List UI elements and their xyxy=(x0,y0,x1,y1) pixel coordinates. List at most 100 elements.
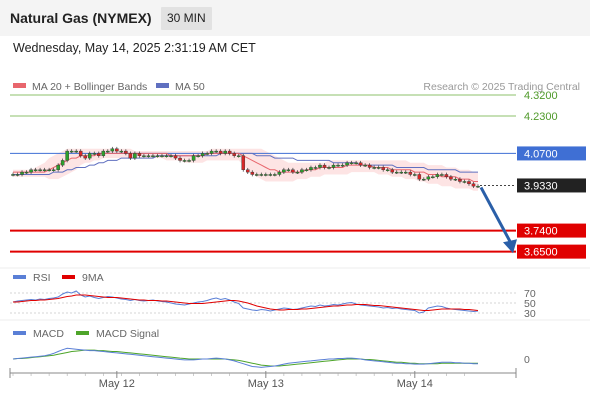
candle-body xyxy=(245,169,250,173)
candle-body xyxy=(322,164,327,168)
candle-body xyxy=(453,178,458,181)
candle-body xyxy=(115,148,119,152)
candle-body xyxy=(187,160,191,162)
candle-body xyxy=(96,153,101,156)
support-label: 3.6500 xyxy=(524,247,558,259)
instrument-title: Natural Gas (NYMEX) xyxy=(10,10,152,26)
candle-body xyxy=(376,167,381,169)
legend-label: MA 20 + Bollinger Bands xyxy=(32,81,147,93)
candle-body xyxy=(11,174,15,176)
candle-body xyxy=(286,169,291,171)
price-legend: MA 20 + Bollinger Bands MA 50 xyxy=(13,81,205,93)
candle-body xyxy=(60,160,65,166)
price-levels: 4.3200 4.2300 4.0700 3.9330 3.7400 3.6500 xyxy=(10,90,586,259)
macd-legend: MACD MACD Signal xyxy=(13,328,159,340)
candle-body xyxy=(200,153,205,156)
support-label: 3.7400 xyxy=(524,226,558,238)
candle-body xyxy=(51,169,56,171)
candle-body xyxy=(449,176,453,180)
candle-body xyxy=(133,153,137,159)
candle-body xyxy=(385,169,390,171)
candle-body xyxy=(33,169,38,171)
candle-body xyxy=(223,150,227,154)
projection-arrowhead xyxy=(503,239,517,254)
candle-body xyxy=(304,169,309,171)
candle-body xyxy=(69,150,74,153)
current-price-tag xyxy=(517,178,586,193)
legend-label: MACD Signal xyxy=(96,328,159,340)
candle-body xyxy=(236,155,241,157)
candle-body xyxy=(422,178,426,181)
candle-body xyxy=(178,157,182,161)
current-price-label: 3.9330 xyxy=(524,180,558,192)
ma50-line xyxy=(13,152,478,175)
candle-body xyxy=(232,153,236,156)
candle-body xyxy=(435,174,440,178)
candle-body xyxy=(155,155,160,157)
candle-body xyxy=(408,171,413,175)
candle-body xyxy=(291,169,295,173)
candle-body xyxy=(273,174,277,176)
candle-body xyxy=(20,171,24,175)
pivot-tag xyxy=(517,146,586,161)
candle-body xyxy=(218,150,223,154)
pivot-label: 4.0700 xyxy=(524,148,558,160)
candle-body xyxy=(101,150,106,156)
candle-body xyxy=(318,164,322,168)
x-tick-label: May 12 xyxy=(99,378,135,390)
candle-body xyxy=(440,174,444,176)
x-tick-label: May 13 xyxy=(248,378,284,390)
candle-body xyxy=(205,153,209,155)
candle-body xyxy=(354,162,358,164)
candle-body xyxy=(264,174,268,176)
candle-body xyxy=(24,171,29,174)
price-candles xyxy=(11,146,480,189)
candle-body xyxy=(426,176,431,180)
candle-body xyxy=(381,167,385,170)
legend-label: 9MA xyxy=(82,272,104,284)
candle-body xyxy=(458,178,462,182)
legend-label: MA 50 xyxy=(175,81,205,93)
candle-body xyxy=(151,155,155,157)
candle-body xyxy=(358,162,363,166)
legend-swatch xyxy=(76,331,89,335)
legend-label: RSI xyxy=(33,272,51,284)
candle-body xyxy=(169,155,173,157)
x-axis: May 12 May 13 May 14 xyxy=(9,368,517,390)
candle-body xyxy=(173,155,178,159)
candle-body xyxy=(277,171,282,175)
legend-swatch xyxy=(156,83,169,88)
rsi-level-label: 70 xyxy=(524,288,536,300)
candle-body xyxy=(196,155,200,157)
candle-body xyxy=(241,155,246,170)
candle-body xyxy=(417,174,422,180)
legend-swatch xyxy=(13,275,26,279)
candle-body xyxy=(106,150,110,153)
candle-body xyxy=(282,169,286,173)
candle-body xyxy=(124,150,128,154)
legend-swatch xyxy=(13,331,26,335)
candle-body xyxy=(119,150,124,153)
candle-body xyxy=(29,169,33,173)
candle-body xyxy=(42,169,47,171)
support-tag xyxy=(517,223,586,238)
candle-body xyxy=(390,169,395,173)
chart-header: Natural Gas (NYMEX) 30 MIN xyxy=(0,0,590,36)
candle-body xyxy=(92,153,97,155)
candle-body xyxy=(394,171,399,174)
candle-body xyxy=(336,164,340,167)
candle-body xyxy=(255,174,259,176)
candle-body xyxy=(209,150,214,154)
support-tag xyxy=(517,244,586,259)
timeframe-button[interactable]: 30 MIN xyxy=(161,7,212,30)
candle-body xyxy=(250,171,255,175)
candle-body xyxy=(78,150,83,156)
candle-body xyxy=(444,174,449,178)
candle-body xyxy=(413,174,417,176)
candle-body xyxy=(268,174,273,176)
x-tick-label: May 14 xyxy=(397,378,433,390)
candle-body xyxy=(345,162,349,166)
candle-body xyxy=(372,167,376,169)
resistance-label: 4.3200 xyxy=(524,90,558,102)
